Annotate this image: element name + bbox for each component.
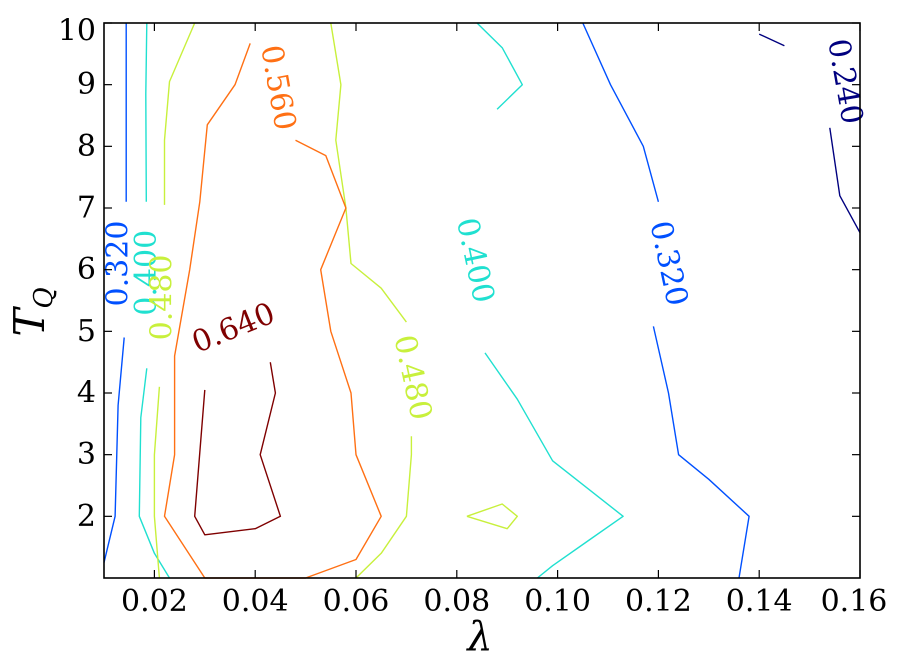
contour-label-0_64-0: 0.640 xyxy=(187,296,280,361)
x-axis-label: λ xyxy=(465,614,492,654)
y-axis-ticks: 2 3 4 5 6 7 8 9 10 xyxy=(58,14,860,534)
y-tick-label: 3 xyxy=(77,437,96,472)
y-tick-label: 7 xyxy=(77,191,96,226)
contour-label-0_48-0: 0.480 xyxy=(144,254,179,340)
y-axis-label-subscript: Q xyxy=(29,287,59,308)
y-axis-label: TQ xyxy=(5,287,59,336)
y-tick-label: 10 xyxy=(58,14,96,49)
contour-lines xyxy=(103,22,861,579)
y-tick-label: 9 xyxy=(77,67,96,102)
contour-line-0_32-1 xyxy=(103,337,125,563)
y-axis-label-main: T xyxy=(5,306,54,337)
contour-line-0_4-0 xyxy=(145,22,148,202)
contour-line-0_48-2 xyxy=(330,22,407,323)
x-tick-label: 0.16 xyxy=(821,584,888,619)
contour-line-0_48-4 xyxy=(466,503,518,530)
x-tick-label: 0.14 xyxy=(726,584,793,619)
contour-line-0_64-0 xyxy=(193,362,282,536)
y-tick-label: 6 xyxy=(77,252,96,287)
contour-line-0_24-0 xyxy=(758,33,785,47)
contour-label-0_4-1: 0.400 xyxy=(449,215,501,306)
contour-line-0_48-0 xyxy=(163,22,196,205)
x-tick-label: 0.08 xyxy=(423,584,490,619)
y-tick-label: 4 xyxy=(77,376,96,411)
x-tick-label: 0.04 xyxy=(222,584,289,619)
x-tick-label: 0.12 xyxy=(625,584,692,619)
y-tick-label: 8 xyxy=(77,129,96,164)
contour-line-0_32-2 xyxy=(582,22,660,202)
y-tick-label: 5 xyxy=(77,314,96,349)
contour-line-0_48-3 xyxy=(355,436,413,579)
x-tick-label: 0.10 xyxy=(524,584,591,619)
contour-line-0_4-1 xyxy=(138,368,171,579)
contour-label-0_4-0: 0.400 xyxy=(129,230,164,316)
contour-line-0_24-1 xyxy=(829,127,861,234)
contour-label-0_24-0: 0.240 xyxy=(820,36,869,127)
contour-label-0_32-0: 0.320 xyxy=(101,221,136,307)
contour-label-0_32-1: 0.320 xyxy=(642,218,694,309)
y-tick-label: 2 xyxy=(77,499,96,534)
contour-label-0_56-0: 0.560 xyxy=(253,42,302,133)
contour-line-0_4-2 xyxy=(476,22,523,110)
x-axis-ticks: 0.02 0.04 0.06 0.08 0.10 0.12 0.14 0.16 xyxy=(121,23,887,619)
contour-label-0_48-1: 0.480 xyxy=(386,332,438,423)
contour-line-0_4-3 xyxy=(484,352,624,579)
x-tick-label: 0.02 xyxy=(121,584,188,619)
x-tick-label: 0.06 xyxy=(323,584,390,619)
contour-line-0_32-3 xyxy=(652,326,750,579)
contour-line-0_48-1 xyxy=(153,386,161,579)
plot-frame xyxy=(103,22,861,579)
